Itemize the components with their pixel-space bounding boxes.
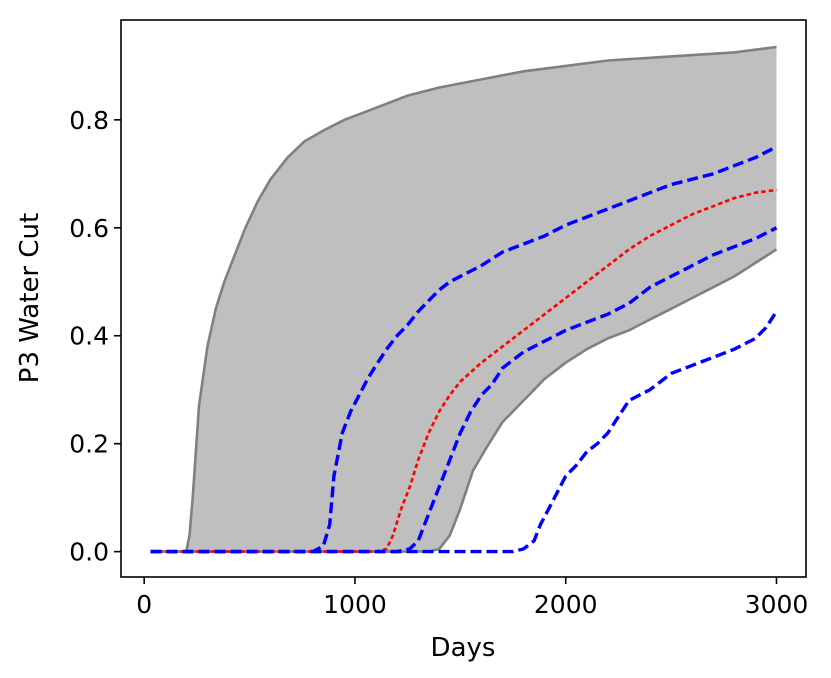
envelope-upper-line: [150, 45, 777, 553]
y-tick-label: 0.2: [69, 430, 109, 459]
y-axis: 0.0 0.2 0.4 0.6 0.8: [69, 106, 121, 567]
series-line-2: [150, 145, 778, 554]
x-axis-label: Days: [431, 633, 496, 663]
y-tick-label: 0.0: [69, 538, 109, 567]
x-tick-label: 3000: [745, 590, 809, 619]
x-tick-label: 1000: [323, 590, 387, 619]
envelope-lower-line: [150, 248, 778, 553]
x-tick-label: 2000: [534, 590, 598, 619]
y-tick-label: 0.8: [69, 106, 109, 135]
x-tick-label: 0: [136, 590, 152, 619]
series-line-3: [150, 226, 778, 554]
y-tick-label: 0.4: [69, 322, 109, 351]
x-axis: 0 1000 2000 3000: [136, 577, 808, 619]
series-line-1: [150, 188, 777, 553]
y-axis-label: P3 Water Cut: [15, 213, 45, 383]
y-tick-label: 0.6: [69, 214, 109, 243]
plot-frame: [120, 19, 807, 578]
series-line-4: [150, 310, 778, 554]
envelope-band: [150, 47, 777, 552]
